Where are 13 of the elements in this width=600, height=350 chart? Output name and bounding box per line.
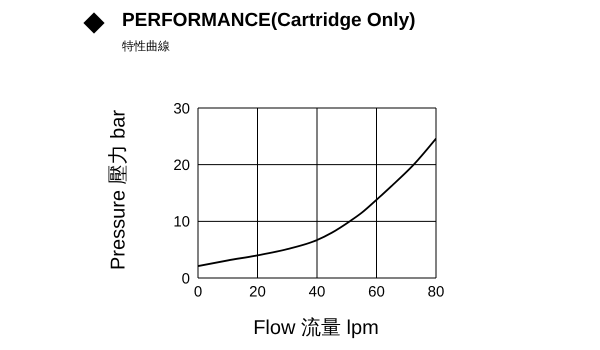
x-tick-label: 20 <box>249 284 266 301</box>
x-tick-label: 80 <box>428 284 444 301</box>
x-tick-label: 40 <box>308 284 326 301</box>
x-tick-label: 60 <box>368 284 385 301</box>
x-tick-label: 0 <box>194 284 202 301</box>
y-tick-label: 0 <box>182 270 190 288</box>
y-tick-label: 30 <box>173 100 190 118</box>
y-tick-label: 10 <box>173 214 190 231</box>
x-axis-title: Flow 流量 lpm <box>253 316 379 341</box>
y-axis-title: Pressure 壓力 bar <box>106 110 130 270</box>
y-tick-label: 20 <box>173 156 190 174</box>
chart-subtitle: 特性曲線 <box>122 38 170 55</box>
chart-title: PERFORMANCE(Cartridge Only) <box>122 10 416 32</box>
